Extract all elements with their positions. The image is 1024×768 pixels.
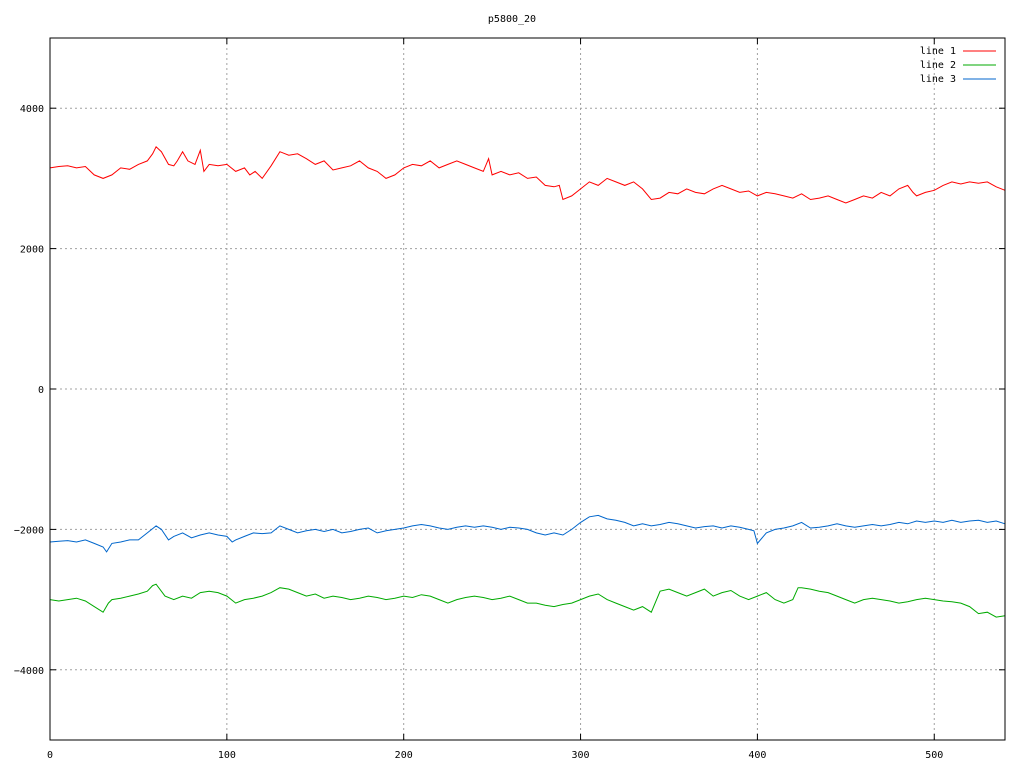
x-tick-label: 400 (748, 750, 766, 761)
y-tick-label: −2000 (14, 525, 44, 536)
y-tick-label: 0 (38, 385, 44, 396)
x-tick-label: 300 (572, 750, 590, 761)
grid (50, 38, 1005, 740)
y-tick-label: −4000 (14, 666, 44, 677)
x-tick-label: 500 (925, 750, 943, 761)
legend-label-3: line 3 (920, 74, 956, 85)
x-tick-label: 200 (395, 750, 413, 761)
plot-frame (49, 37, 1006, 741)
series-line-3 (49, 514, 1006, 553)
x-tick-label: 100 (218, 750, 236, 761)
axes: 0 100 200 300 400 500 −4000 −2000 0 2000 4000 (14, 38, 1005, 761)
legend-label-2: line 2 (920, 60, 956, 71)
y-tick-label: 2000 (20, 245, 44, 256)
series (49, 145, 1006, 618)
x-tick-label: 0 (47, 750, 53, 761)
legend-label-1: line 1 (920, 46, 956, 57)
y-tick-label: 4000 (20, 104, 44, 115)
legend: line 1 line 2 line 3 (920, 46, 996, 85)
series-line-2 (49, 583, 1006, 618)
chart-title: p5800_20 (488, 14, 536, 25)
series-line-1 (49, 145, 1006, 204)
